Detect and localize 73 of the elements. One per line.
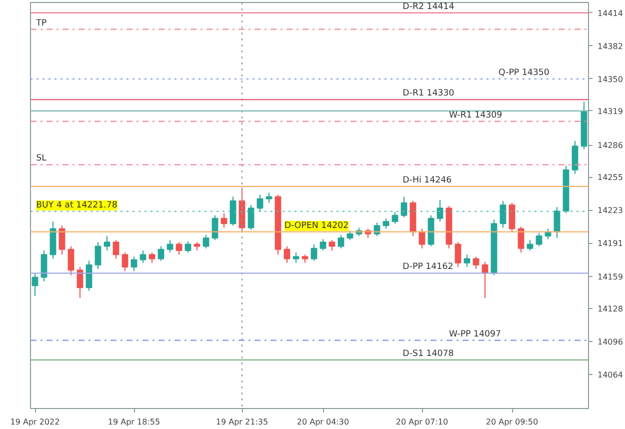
y-tick-label: 14255 <box>598 173 623 182</box>
x-tick-label: 19 Apr 18:55 <box>108 418 160 426</box>
ref-line-label: BUY 4 at 14221.78 <box>36 200 118 210</box>
y-tick-label: 14128 <box>598 304 623 314</box>
ref-line-label: 14319 <box>598 106 623 116</box>
candlestick <box>40 250 48 282</box>
x-tick-label: 20 Apr 04:30 <box>296 418 350 426</box>
candlestick <box>500 200 506 228</box>
ref-line-label: Q-PP 14350 <box>498 68 550 78</box>
candlestick <box>472 256 480 270</box>
y-tick-label: 14382 <box>598 42 623 51</box>
ref-line-label: D-PP 14162 <box>402 262 454 272</box>
candlestick <box>392 212 398 224</box>
y-tick-label: 14286 <box>598 141 623 150</box>
candlestick <box>436 199 444 222</box>
candlestick <box>284 246 290 264</box>
x-tick-label: 20 Apr 09:50 <box>486 418 538 426</box>
candlestick <box>382 218 390 230</box>
ref-line-label: W-PP 14097 <box>449 329 502 340</box>
candlestick <box>176 242 182 256</box>
candlestick <box>104 235 110 251</box>
candlestick <box>140 250 146 264</box>
ref-line-label: W-R1 14309 <box>449 110 502 120</box>
candlestick <box>58 225 66 256</box>
candlestick <box>328 240 336 251</box>
candlestick <box>184 240 192 254</box>
candlestick <box>230 196 236 226</box>
candlestick <box>94 242 102 270</box>
ref-line-label: D-Hi 14246 <box>402 175 452 186</box>
ref-line-label: D-S1 14078 <box>402 348 454 359</box>
ref-line-label: D-R1 14330 <box>402 88 454 99</box>
candlestick <box>158 246 164 262</box>
candlestick <box>220 212 228 228</box>
candlestick <box>248 204 254 230</box>
y-tick-label: 14191 <box>598 239 623 248</box>
candlestick <box>86 260 92 292</box>
candlestick <box>536 232 542 247</box>
candlestick <box>554 206 560 239</box>
candlestick <box>454 242 462 268</box>
candlestick <box>202 234 210 249</box>
ref-line-label: D-OPEN 14202 <box>284 220 349 231</box>
y-tick-label: 14350 <box>598 74 623 84</box>
x-tick-label: 19 Apr 21:35 <box>216 418 268 426</box>
candlestick <box>32 272 38 296</box>
y-tick-label: 14096 <box>598 337 623 346</box>
y-tick-label: 14414 <box>598 8 623 18</box>
candlestick <box>68 246 74 276</box>
candlestick <box>130 256 138 272</box>
candlestick <box>292 252 300 264</box>
ref-line-label: SL <box>36 154 47 164</box>
candlestick <box>338 234 344 249</box>
candlestick <box>148 252 156 264</box>
candlestick <box>526 240 534 251</box>
candlestick <box>166 240 174 254</box>
candlestick <box>572 140 578 174</box>
candlestick <box>256 194 264 212</box>
y-tick-label: 14159 <box>598 272 623 282</box>
candlestick <box>320 238 326 251</box>
y-tick-label: 14064 <box>598 370 623 380</box>
candlestick <box>518 226 524 254</box>
x-tick-label: 20 Apr 07:10 <box>396 418 448 426</box>
ref-line-label: D-R2 14414 <box>402 2 455 12</box>
ref-line-label: TP <box>35 18 47 28</box>
x-tick-label: 19 Apr 2022 <box>10 418 60 426</box>
candlestick <box>464 254 470 268</box>
candlestick <box>112 240 120 260</box>
candlestick <box>508 202 516 232</box>
candlestick <box>266 192 272 204</box>
y-tick-label: 14223 <box>598 206 623 216</box>
candlestick <box>122 252 128 272</box>
candlestick <box>400 196 408 218</box>
candlestick <box>346 230 354 241</box>
candlestick <box>310 244 318 262</box>
